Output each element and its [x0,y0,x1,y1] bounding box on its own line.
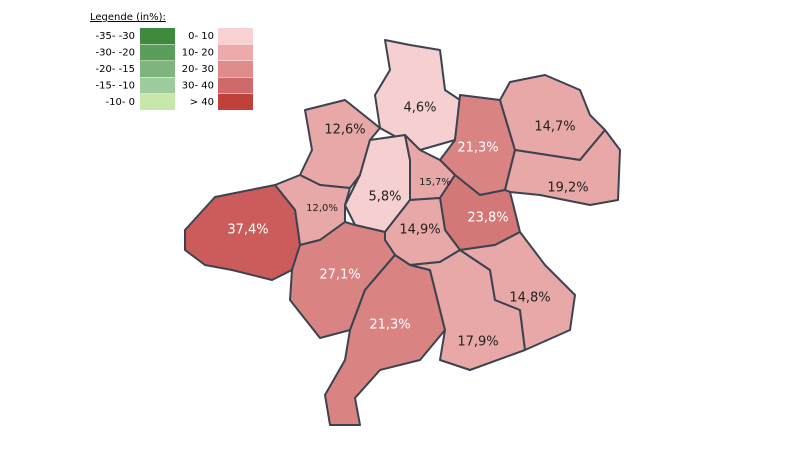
legend-swatch [140,77,175,94]
legend: -35- -30 -30- -20 -20- -15 -15- -10 -10- 0 0-… [96,28,253,110]
region-label: 4,6% [403,101,436,116]
legend-label: 10- 20 [182,48,214,59]
region-label: 14,8% [509,291,550,306]
legend-swatch [140,61,175,77]
legend-swatch [140,94,175,110]
legend-label: -30- -20 [96,48,135,59]
region-labels: 4,6% 21,3% 14,7% 19,2% 12,6% 5,8% 15,7% … [227,101,588,350]
legend-label: -10- 0 [106,97,135,108]
legend-swatch [218,44,253,61]
legend-label: 20- 30 [182,64,214,75]
region-label: 12,0% [306,203,338,214]
region-label: 14,7% [534,120,575,135]
region-label: 17,9% [457,335,498,350]
legend-label: > 40 [190,97,214,108]
legend-swatch [218,94,253,110]
region-label: 27,1% [319,268,360,283]
region-label: 12,6% [324,123,365,138]
legend-label: -35- -30 [96,31,135,42]
legend-label: -20- -15 [96,64,135,75]
legend-swatch [218,77,253,94]
region [459,231,576,351]
map [184,39,621,426]
legend-swatch [140,28,175,44]
legend-swatch [140,44,175,61]
region-label: 5,8% [368,190,401,205]
legend-title: Legende (in%): [90,12,166,23]
region-label: 23,8% [467,211,508,226]
region [299,99,381,189]
region [499,74,606,161]
legend-swatch [218,28,253,44]
legend-label: 0- 10 [188,31,214,42]
region-label: 37,4% [227,223,268,238]
region [374,39,461,151]
region-label: 21,3% [457,141,498,156]
region-label: 14,9% [399,223,440,238]
legend-label: -15- -10 [96,81,135,92]
region-label: 21,3% [369,318,410,333]
legend-label: 30- 40 [182,81,214,92]
legend-swatch [218,61,253,77]
region-label: 15,7% [419,177,451,188]
region-label: 19,2% [547,181,588,196]
